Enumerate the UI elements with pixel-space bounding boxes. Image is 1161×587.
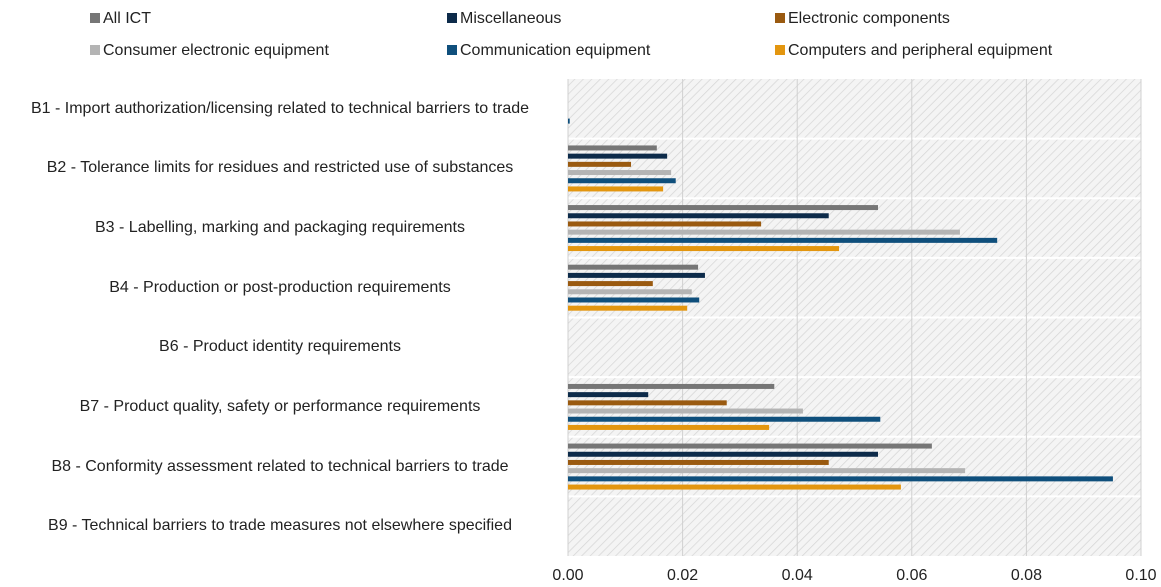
bar bbox=[568, 424, 770, 430]
bar bbox=[568, 272, 705, 278]
bar bbox=[568, 170, 672, 176]
x-tick-label: 0.08 bbox=[1011, 567, 1042, 584]
category-label-box: B9 - Technical barriers to trade measure… bbox=[6, 496, 554, 556]
category-label: B4 - Production or post-production requi… bbox=[109, 278, 451, 296]
bar bbox=[568, 145, 657, 151]
bar bbox=[568, 118, 570, 124]
bar bbox=[568, 246, 840, 252]
category-label-box: B4 - Production or post-production requi… bbox=[6, 258, 554, 318]
legend-label: All ICT bbox=[103, 10, 151, 27]
category-label-box: B2 - Tolerance limits for residues and r… bbox=[6, 139, 554, 199]
x-tick-label: 0.00 bbox=[552, 567, 583, 584]
bar bbox=[568, 161, 632, 167]
bar bbox=[568, 476, 1113, 482]
bar bbox=[568, 153, 668, 159]
category-label-box: B8 - Conformity assessment related to te… bbox=[6, 437, 554, 497]
bar bbox=[568, 451, 878, 457]
category-label: B9 - Technical barriers to trade measure… bbox=[48, 517, 512, 535]
legend-swatch bbox=[90, 13, 100, 23]
bar bbox=[568, 468, 966, 474]
legend-swatch bbox=[447, 45, 457, 55]
legend-swatch bbox=[775, 45, 785, 55]
bar bbox=[568, 213, 829, 219]
bar bbox=[568, 281, 653, 287]
bar bbox=[568, 305, 688, 311]
category-label-box: B1 - Import authorization/licensing rela… bbox=[6, 79, 554, 139]
bar bbox=[568, 237, 998, 243]
category-label: B7 - Product quality, safety or performa… bbox=[79, 397, 481, 415]
legend-label: Computers and peripheral equipment bbox=[788, 42, 1053, 59]
x-tick-label: 0.06 bbox=[896, 567, 927, 584]
category-label-box: B3 - Labelling, marking and packaging re… bbox=[6, 198, 554, 258]
bar bbox=[568, 205, 878, 211]
bar bbox=[568, 178, 676, 184]
bar bbox=[568, 221, 762, 227]
x-tick-label: 0.10 bbox=[1125, 567, 1156, 584]
legend-label: Consumer electronic equipment bbox=[103, 42, 329, 59]
category-label-box: B6 - Product identity requirements bbox=[6, 318, 554, 378]
legend-swatch bbox=[447, 13, 457, 23]
bar bbox=[568, 264, 699, 270]
category-label: B8 - Conformity assessment related to te… bbox=[51, 457, 509, 475]
bar bbox=[568, 484, 901, 490]
category-label-box: B7 - Product quality, safety or performa… bbox=[6, 377, 554, 437]
bar bbox=[568, 186, 664, 192]
bar bbox=[568, 383, 775, 389]
bar bbox=[568, 459, 829, 465]
legend-label: Miscellaneous bbox=[460, 10, 561, 27]
x-tick-label: 0.04 bbox=[782, 567, 813, 584]
x-tick-label: 0.02 bbox=[667, 567, 698, 584]
bar bbox=[568, 400, 727, 406]
bar bbox=[568, 392, 649, 398]
bar bbox=[568, 416, 881, 422]
legend-label: Communication equipment bbox=[460, 42, 651, 59]
bar bbox=[568, 297, 700, 303]
bar bbox=[568, 289, 692, 295]
legend-swatch bbox=[775, 13, 785, 23]
bar bbox=[568, 229, 960, 235]
category-label: B6 - Product identity requirements bbox=[159, 338, 401, 356]
bar bbox=[568, 408, 803, 414]
category-label: B3 - Labelling, marking and packaging re… bbox=[95, 219, 465, 237]
category-label: B1 - Import authorization/licensing rela… bbox=[30, 99, 530, 117]
legend-swatch bbox=[90, 45, 100, 55]
legend-label: Electronic components bbox=[788, 10, 950, 27]
category-label: B2 - Tolerance limits for residues and r… bbox=[46, 159, 514, 177]
bar bbox=[568, 443, 932, 449]
